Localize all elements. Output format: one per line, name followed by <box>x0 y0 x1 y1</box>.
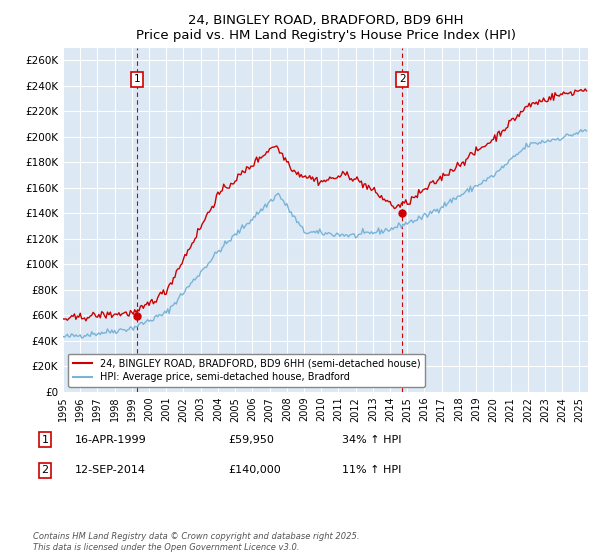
Text: Contains HM Land Registry data © Crown copyright and database right 2025.
This d: Contains HM Land Registry data © Crown c… <box>33 532 359 552</box>
Text: 2: 2 <box>399 74 406 85</box>
Legend: 24, BINGLEY ROAD, BRADFORD, BD9 6HH (semi-detached house), HPI: Average price, s: 24, BINGLEY ROAD, BRADFORD, BD9 6HH (sem… <box>68 353 425 387</box>
Text: £140,000: £140,000 <box>228 465 281 475</box>
Title: 24, BINGLEY ROAD, BRADFORD, BD9 6HH
Price paid vs. HM Land Registry's House Pric: 24, BINGLEY ROAD, BRADFORD, BD9 6HH Pric… <box>136 14 515 42</box>
Text: 16-APR-1999: 16-APR-1999 <box>75 435 147 445</box>
Text: £59,950: £59,950 <box>228 435 274 445</box>
Text: 1: 1 <box>134 74 140 85</box>
Text: 2: 2 <box>41 465 49 475</box>
Text: 1: 1 <box>41 435 49 445</box>
Text: 12-SEP-2014: 12-SEP-2014 <box>75 465 146 475</box>
Text: 34% ↑ HPI: 34% ↑ HPI <box>342 435 401 445</box>
Text: 11% ↑ HPI: 11% ↑ HPI <box>342 465 401 475</box>
